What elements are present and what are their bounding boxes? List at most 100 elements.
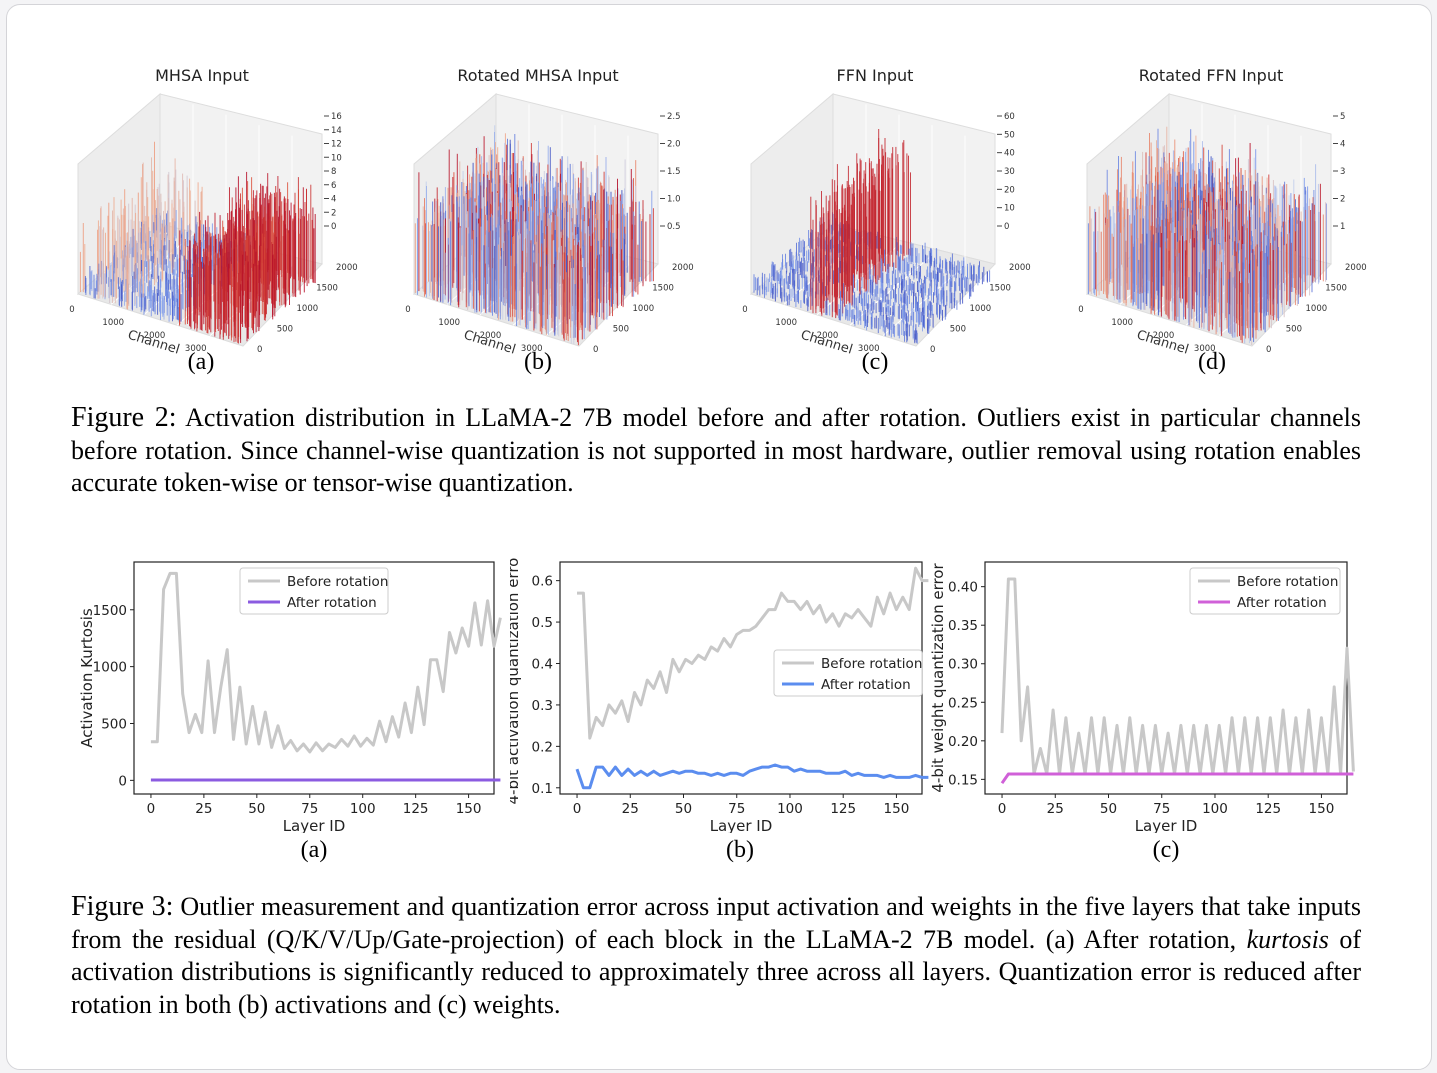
fig2-title-d: Rotated FFN Input	[1138, 66, 1284, 85]
figure-2-label: Figure 2:	[71, 402, 177, 433]
channel-tick-label: 2000	[144, 331, 166, 341]
legend-label: After rotation	[821, 677, 911, 693]
z-tick-label: 2	[331, 208, 336, 218]
fig2-3d-plot-b: 2.52.01.51.00.50100020003000400020001500…	[405, 92, 694, 354]
z-tick-label: 3	[1340, 167, 1345, 177]
channel-tick-label: 3000	[185, 344, 207, 354]
token-tick-label: 1500	[1325, 284, 1347, 294]
z-tick-label: 0.5	[667, 222, 681, 232]
fig2-title-a: MHSA Input	[155, 66, 249, 85]
x-tick-label: 150	[1309, 801, 1335, 817]
figure-3-caption-text-2: of activation distributions is significa…	[71, 924, 1361, 1019]
y-axis-label: 4-bit weight quantization error	[929, 563, 947, 793]
z-tick-label: 4	[1340, 140, 1345, 150]
x-tick-label: 25	[195, 801, 212, 817]
z-tick-label: 1.5	[667, 167, 681, 177]
fig2-3d-plot-d: 54321010002000300040002000150010005000Ch…	[1078, 92, 1367, 354]
z-tick-label: 2.0	[667, 140, 681, 150]
z-tick-label: 8	[331, 167, 336, 177]
x-tick-label: 0	[998, 801, 1007, 817]
y-tick-label: 0.4	[532, 657, 553, 673]
channel-tick-label: 2000	[480, 331, 502, 341]
z-tick-label: 16	[331, 112, 342, 122]
z-tick-label: 60	[1004, 112, 1015, 122]
figure-3-caption: Figure 3: Outlier measurement and quanti…	[71, 891, 1361, 1021]
z-tick-label: 2	[1340, 195, 1345, 205]
before-rotation-line	[1000, 577, 1355, 776]
x-tick-label: 0	[573, 801, 582, 817]
z-tick-label: 10	[331, 153, 342, 163]
channel-tick-label: 2000	[817, 331, 839, 341]
legend-label: After rotation	[1237, 595, 1327, 611]
z-tick-label: 10	[1004, 204, 1015, 214]
y-axis-label: 4-bit activation quantization error	[510, 558, 522, 805]
token-tick-label: 2000	[336, 263, 358, 273]
channel-tick-label: 2000	[1153, 331, 1175, 341]
token-tick-label: 1000	[633, 304, 655, 314]
legend-label: Before rotation	[1237, 574, 1338, 590]
channel-tick-label: 0	[1078, 305, 1083, 315]
x-tick-label: 0	[147, 801, 156, 817]
channel-tick-label: 0	[69, 305, 74, 315]
x-axis-label: Layer ID	[1135, 817, 1198, 833]
z-tick-label: 1	[1340, 222, 1345, 232]
z-tick-label: 30	[1004, 167, 1015, 177]
x-tick-label: 150	[456, 801, 482, 817]
fig3-sublabel-a: (a)	[300, 837, 328, 863]
figure-2-caption-text: Activation distribution in LLaMA-2 7B mo…	[71, 403, 1361, 497]
fig2-title-b: Rotated MHSA Input	[457, 66, 619, 85]
z-tick-label: 12	[331, 140, 342, 150]
x-tick-label: 150	[884, 801, 910, 817]
fig3-sublabel-c: (c)	[1152, 837, 1180, 863]
fig2-sublabel-d: (d)	[1198, 349, 1226, 375]
token-tick-label: 500	[277, 325, 293, 335]
x-tick-label: 125	[1255, 801, 1281, 817]
z-tick-label: 20	[1004, 185, 1015, 195]
legend-label: After rotation	[287, 595, 377, 611]
token-tick-label: 1500	[316, 284, 338, 294]
y-tick-label: 0	[118, 773, 127, 789]
fig3-sublabel-b: (b)	[726, 837, 754, 863]
y-tick-label: 0.1	[532, 781, 553, 797]
token-tick-label: 1500	[989, 284, 1011, 294]
token-tick-label: 1000	[1306, 304, 1328, 314]
after-rotation-line	[575, 763, 929, 790]
x-tick-label: 50	[248, 801, 265, 817]
fig2-3d-plot-c: 6050403020100010002000300040002000150010…	[742, 92, 1031, 354]
z-tick-label: 40	[1004, 149, 1015, 159]
figure-3-label: Figure 3:	[71, 891, 174, 922]
token-tick-label: 1000	[970, 304, 992, 314]
token-tick-label: 0	[1266, 345, 1271, 354]
z-tick-label: 2.5	[667, 112, 681, 122]
y-tick-label: 0.5	[532, 615, 553, 631]
channel-tick-label: 1000	[775, 318, 797, 328]
legend-label: Before rotation	[821, 656, 922, 672]
fig2-title-c: FFN Input	[836, 66, 914, 85]
x-tick-label: 50	[1100, 801, 1117, 817]
x-tick-label: 125	[830, 801, 856, 817]
x-tick-label: 75	[728, 801, 745, 817]
channel-tick-label: 0	[405, 305, 410, 315]
x-tick-label: 100	[777, 801, 803, 817]
figure-2-caption: Figure 2: Activation distribution in LLa…	[71, 402, 1361, 500]
x-tick-label: 100	[350, 801, 376, 817]
fig3-chart-b: 0 25 50 75 100 125 150 0.1 0.2 0.3 0.4 0.5 0.6 Layer …	[510, 558, 929, 833]
fig2-sublabel-c: (c)	[861, 349, 889, 375]
z-tick-label: 6	[331, 181, 336, 191]
token-tick-label: 500	[1286, 325, 1302, 335]
z-tick-label: 50	[1004, 130, 1015, 140]
y-tick-label: 1000	[93, 660, 127, 676]
x-axis-label: Layer ID	[710, 817, 773, 833]
token-tick-label: 0	[257, 345, 262, 354]
channel-tick-label: 1000	[102, 318, 124, 328]
channel-tick-label: 1000	[1111, 318, 1133, 328]
after-rotation-line	[1000, 772, 1354, 785]
token-tick-label: 2000	[1345, 263, 1367, 273]
x-tick-label: 25	[1047, 801, 1064, 817]
figure-3-caption-italic: kurtosis	[1246, 924, 1329, 954]
z-tick-label: 5	[1340, 112, 1345, 122]
z-tick-label: 4	[331, 195, 336, 205]
x-tick-label: 75	[301, 801, 318, 817]
figure-3-caption-text-1: Outlier measurement and quantization err…	[71, 892, 1362, 954]
z-tick-label: 0	[1004, 222, 1009, 232]
